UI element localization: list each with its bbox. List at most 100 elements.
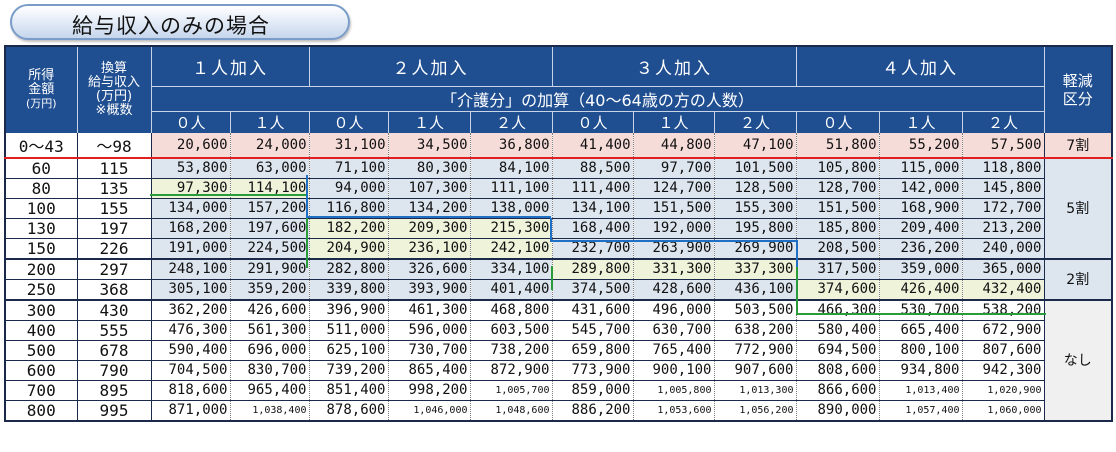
- converted-income-cell: ～98: [77, 132, 152, 159]
- premium-cell: 468,800: [470, 298, 553, 321]
- care-count: ０人: [795, 111, 880, 133]
- premium-cell: 334,100: [470, 257, 553, 280]
- converted-income-cell: 297: [77, 257, 152, 280]
- premium-cell: 603,500: [470, 320, 553, 341]
- income-cell: 80: [5, 178, 78, 199]
- premium-cell: 659,800: [552, 340, 634, 361]
- premium-cell: 561,300: [230, 320, 310, 341]
- care-count: １人: [387, 111, 471, 133]
- premium-cell: 830,700: [230, 360, 310, 381]
- table-row: 300 430 362,200 426,600 396,900 461,300 468,80…: [5, 298, 1112, 421]
- premium-cell: 182,200: [309, 218, 389, 239]
- converted-header-line2: 給与収入: [87, 74, 140, 90]
- income-header-line2: 金額: [28, 81, 55, 97]
- income-header-line3: (万円): [25, 96, 57, 110]
- reduction-category-cell: なし: [1043, 298, 1112, 421]
- premium-cell: 331,300: [633, 257, 715, 280]
- converted-income-cell: 678: [77, 340, 152, 361]
- income-cell: 250: [5, 279, 78, 300]
- premium-cell: 115,000: [879, 157, 963, 179]
- premium-cell: 890,000: [796, 400, 880, 421]
- care-count: ０人: [150, 111, 231, 133]
- premium-cell: 118,800: [962, 157, 1045, 179]
- premium-cell: 236,200: [879, 238, 963, 259]
- table-row: 400 555 476,300 561,300 511,000 596,000 603,50…: [5, 320, 1112, 341]
- premium-cell: 965,400: [230, 380, 310, 401]
- premium-cell: 807,600: [962, 340, 1045, 361]
- premium-cell: 208,500: [796, 238, 880, 259]
- premium-cell: 694,500: [796, 340, 880, 361]
- premium-cell: 232,700: [552, 238, 634, 259]
- premium-cell: 401,400: [470, 279, 553, 300]
- converted-income-cell: 368: [77, 279, 152, 300]
- converted-header-line4: ※概数: [95, 102, 133, 118]
- premium-cell: 134,000: [151, 198, 231, 219]
- table-body: 0～43 ～98 20,600 24,000 31,100 34,500 36,800 41,…: [5, 132, 1112, 421]
- premium-cell: 1,013,400: [879, 380, 963, 401]
- premium-cell: 128,500: [714, 178, 797, 199]
- premium-cell: 1,005,700: [470, 380, 553, 401]
- premium-cell: 461,300: [388, 298, 471, 321]
- premium-cell: 476,300: [151, 320, 231, 341]
- premium-cell: 155,300: [714, 198, 797, 219]
- premium-cell: 672,900: [962, 320, 1045, 341]
- premium-cell: 545,700: [552, 320, 634, 341]
- premium-cell: 34,500: [388, 132, 471, 159]
- premium-cell: 101,500: [714, 157, 797, 179]
- care-count: ２人: [469, 111, 553, 133]
- premium-cell: 339,800: [309, 279, 389, 300]
- premium-cell: 263,900: [633, 238, 715, 259]
- premium-cell: 730,700: [388, 340, 471, 361]
- premium-cell: 168,200: [151, 218, 231, 239]
- premium-cell: 71,100: [309, 157, 389, 179]
- premium-cell: 431,600: [552, 298, 634, 321]
- premium-cell: 236,100: [388, 238, 471, 259]
- premium-cell: 94,000: [309, 178, 389, 199]
- premium-cell: 289,800: [552, 257, 634, 280]
- group-4-header: ４人加入: [795, 46, 1045, 87]
- reduction-category-cell: 7割: [1043, 132, 1112, 159]
- table-row: 130 197 168,200 197,600 182,200 209,300 215,30…: [5, 218, 1112, 239]
- converted-income-cell: 790: [77, 360, 152, 381]
- premium-cell: 157,200: [230, 198, 310, 219]
- income-header: 所得 金額 (万円): [4, 46, 78, 133]
- premium-cell: 365,000: [962, 257, 1045, 280]
- care-count: ２人: [961, 111, 1045, 133]
- income-cell: 200: [5, 257, 78, 280]
- converted-header-line1: 換算: [100, 60, 127, 76]
- converted-header: 換算 給与収入 (万円) ※概数: [76, 46, 152, 133]
- premium-cell: 859,000: [552, 380, 634, 401]
- premium-cell: 20,600: [151, 132, 231, 159]
- premium-cell: 51,800: [796, 132, 880, 159]
- premium-cell: 195,800: [714, 218, 797, 239]
- converted-income-cell: 135: [77, 178, 152, 199]
- premium-cell: 907,600: [714, 360, 797, 381]
- premium-cell: 337,300: [714, 257, 797, 280]
- premium-cell: 47,100: [714, 132, 797, 159]
- premium-cell: 393,900: [388, 279, 471, 300]
- care-count: ０人: [551, 111, 634, 133]
- premium-cell: 53,800: [151, 157, 231, 179]
- premium-cell: 496,000: [633, 298, 715, 321]
- table-row: 800 995 871,000 1,038,400 878,600 1,046,000 1,…: [5, 400, 1112, 421]
- premium-cell: 665,400: [879, 320, 963, 341]
- premium-cell: 242,100: [470, 238, 553, 259]
- reduction-category-cell: 2割: [1043, 257, 1112, 300]
- premium-cell: 362,200: [151, 298, 231, 321]
- premium-cell: 240,000: [962, 238, 1045, 259]
- income-cell: 300: [5, 298, 78, 321]
- premium-cell: 224,500: [230, 238, 310, 259]
- table-row: 500 678 590,400 696,000 625,100 730,700 738,20…: [5, 340, 1112, 361]
- group-1-header: １人加入: [150, 46, 310, 87]
- premium-cell: 305,100: [151, 279, 231, 300]
- converted-header-line3: (万円): [95, 88, 133, 104]
- premium-cell: 426,600: [230, 298, 310, 321]
- premium-cell: 934,800: [879, 360, 963, 381]
- premium-cell: 625,100: [309, 340, 389, 361]
- premium-cell: 1,057,400: [879, 400, 963, 421]
- premium-cell: 374,500: [552, 279, 634, 300]
- premium-cell: 638,200: [714, 320, 797, 341]
- premium-cell: 871,000: [151, 400, 231, 421]
- premium-cell: 105,800: [796, 157, 880, 179]
- care-count: １人: [632, 111, 715, 133]
